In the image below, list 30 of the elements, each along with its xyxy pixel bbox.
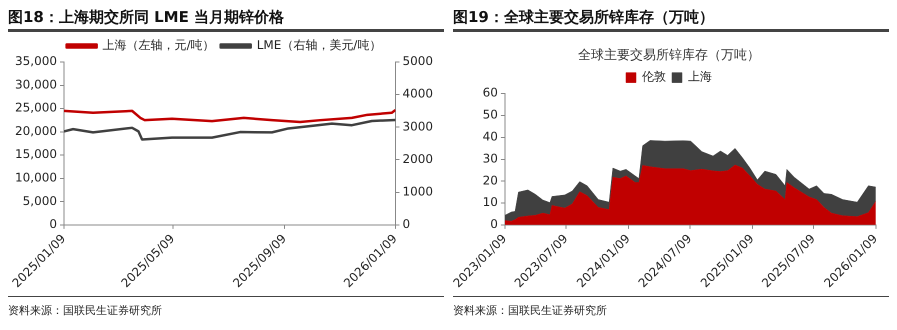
y-tick-label: 0 [490,217,498,232]
y-tick-label: 15,000 [14,147,57,162]
y-tick-label: 25,000 [14,100,57,115]
text: 资料来源：国联民生证券研究所 [453,303,608,318]
y-tick-label: 20,000 [14,124,57,138]
y-tick-label: 10 [482,195,498,210]
y-tick-label: 60 [482,86,498,100]
legend-label: LME（右轴，美元/吨） [256,38,382,52]
y-tick-label: 30,000 [14,77,57,92]
y-tick-label: 50 [482,108,498,122]
legend-label: 上海 [688,70,712,84]
y-tick-label: 30 [482,151,498,166]
chart-title: 图18：上海期交所同 LME 当月期锌价格 [8,8,444,32]
y2-tick-label: 2000 [402,152,434,166]
legend-label: 上海（左轴，元/吨） [102,38,215,52]
y2-tick-label: 1000 [402,184,434,198]
legend-label: 伦敦 [642,70,666,84]
y-tick-label: 0 [49,217,57,232]
y2-tick-label: 4000 [402,86,434,101]
y2-tick-label: 5000 [402,54,434,68]
y2-tick-label: 0 [402,217,410,232]
y-tick-label: 10,000 [14,170,57,184]
y2-tick-label: 3000 [402,119,434,134]
y-tick-label: 35,000 [14,54,57,68]
y-tick-label: 20 [482,173,498,188]
text: 资料来源：国联民生证券研究所 [8,303,163,318]
chart-subtitle: 全球主要交易所锌库存（万吨） [578,47,760,64]
chart-title: 图19：全球主要交易所锌库存（万吨） [453,8,889,32]
y-tick-label: 40 [482,129,498,144]
y-tick-label: 5,000 [22,194,57,208]
